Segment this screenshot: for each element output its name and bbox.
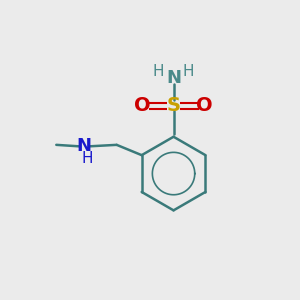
Text: O: O [196,96,213,115]
Text: N: N [77,137,92,155]
Text: H: H [82,151,93,166]
Text: N: N [166,69,181,87]
Text: O: O [134,96,151,115]
Text: H: H [152,64,164,79]
Text: S: S [167,96,181,115]
Text: H: H [182,64,194,79]
